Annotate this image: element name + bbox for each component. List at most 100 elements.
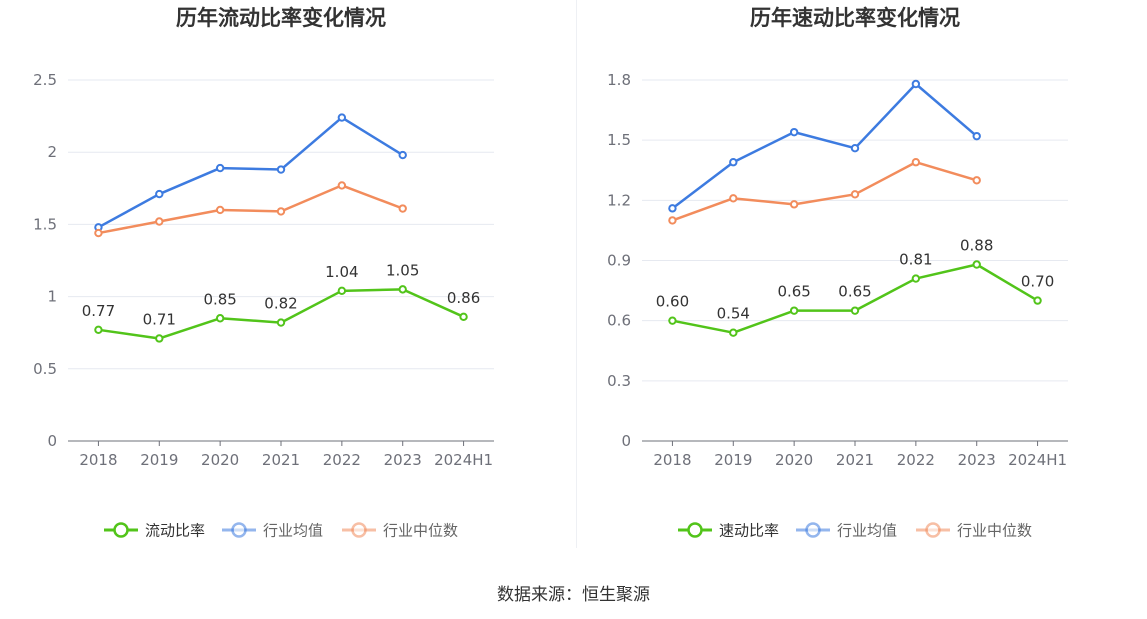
- chart-title: 历年流动比率变化情况: [176, 6, 386, 30]
- data-point: [789, 306, 799, 315]
- data-point: [729, 194, 738, 203]
- chart-current-ratio: 历年流动比率变化情况 0 0.5 1 1.5 2 2.5 2018 2019 2020 2021 20…: [0, 0, 573, 560]
- x-tick-label: 2022: [897, 451, 935, 469]
- data-point: [1033, 296, 1042, 305]
- chart-svg: 历年流动比率变化情况 0 0.5 1 1.5 2 2.5 2018 2019 2020 2021 20…: [33, 6, 494, 540]
- legend-marker: [805, 522, 821, 538]
- y-tick-label: 2.5: [33, 71, 57, 89]
- data-label: 0.77: [82, 302, 115, 320]
- legend-item[interactable]: 行业均值: [222, 522, 323, 540]
- data-point: [729, 328, 738, 337]
- y-tick-label: 0.9: [607, 252, 631, 270]
- data-point: [398, 204, 407, 213]
- series-line: [671, 82, 978, 210]
- legend-item[interactable]: 行业中位数: [342, 522, 458, 540]
- data-point: [398, 150, 407, 160]
- data-point: [850, 143, 860, 153]
- chart-title: 历年速动比率变化情况: [750, 6, 960, 30]
- data-point: [911, 79, 921, 89]
- data-point: [155, 334, 164, 343]
- data-label: 0.82: [264, 295, 297, 313]
- data-label: 0.70: [1021, 273, 1054, 291]
- legend-marker: [351, 522, 367, 538]
- legend-label: 行业均值: [263, 522, 323, 540]
- data-point: [911, 158, 921, 167]
- y-tick-label: 0: [47, 432, 57, 450]
- data-point: [276, 207, 286, 216]
- y-tick-label: 0: [621, 432, 631, 450]
- data-point: [729, 158, 738, 167]
- x-tick-label: 2021: [836, 451, 874, 469]
- legend-label: 行业中位数: [383, 522, 458, 540]
- y-tick-label: 0.6: [607, 312, 631, 330]
- y-tick-label: 1.5: [33, 215, 57, 233]
- data-point: [215, 163, 225, 173]
- data-label: 0.88: [960, 237, 993, 255]
- x-tick-label: 2018: [79, 451, 117, 469]
- data-label: 1.04: [325, 263, 358, 281]
- data-label: 1.05: [386, 261, 419, 279]
- data-label: 0.85: [203, 290, 236, 308]
- data-label: 0.65: [838, 283, 871, 301]
- data-point: [337, 113, 347, 122]
- data-label: 0.60: [656, 293, 689, 311]
- legend-item[interactable]: 速动比率: [678, 522, 779, 540]
- data-point: [972, 176, 981, 185]
- y-tick-label: 1.5: [607, 131, 631, 149]
- data-point: [276, 318, 286, 327]
- data-point: [850, 306, 860, 315]
- legend-label: 速动比率: [719, 522, 779, 540]
- y-tick-label: 2: [47, 143, 57, 161]
- series-line: [672, 160, 978, 222]
- data-source-caption: 数据来源：恒生聚源: [497, 585, 650, 605]
- data-label: 0.81: [899, 251, 932, 269]
- y-tick-label: 1.8: [607, 71, 631, 89]
- legend-item[interactable]: 行业中位数: [916, 522, 1032, 540]
- legend-label: 行业中位数: [957, 522, 1032, 540]
- data-point: [94, 325, 103, 335]
- legend-marker: [925, 522, 941, 538]
- panel-divider: [576, 0, 577, 548]
- data-point: [668, 216, 677, 225]
- x-tick-label: 2023: [384, 451, 422, 469]
- series-line: [97, 116, 404, 229]
- legend-label: 行业均值: [837, 522, 897, 540]
- y-tick-label: 1: [47, 288, 57, 306]
- data-point: [789, 127, 799, 137]
- legend-marker: [231, 522, 247, 538]
- data-label: 0.65: [777, 283, 810, 301]
- data-point: [398, 285, 407, 294]
- chart-quick-ratio: 历年速动比率变化情况 0 0.3 0.6 0.9 1.2 1.5 1.8 2018 2019 202…: [574, 0, 1147, 560]
- x-tick-label: 2022: [323, 451, 361, 469]
- data-point: [337, 181, 347, 190]
- x-tick-label: 2023: [958, 451, 996, 469]
- data-point: [276, 165, 286, 174]
- series-line: [98, 184, 404, 235]
- legend-item[interactable]: 行业均值: [796, 522, 897, 540]
- data-point: [668, 316, 677, 325]
- data-point: [850, 190, 860, 199]
- x-tick-label: 2019: [140, 451, 178, 469]
- data-point: [972, 260, 981, 269]
- data-point: [911, 274, 921, 283]
- data-point: [215, 205, 225, 215]
- y-tick-label: 0.5: [33, 360, 57, 378]
- legend-marker: [113, 522, 129, 538]
- x-tick-label: 2018: [653, 451, 691, 469]
- x-tick-label: 2020: [201, 451, 239, 469]
- x-tick-label: 2021: [262, 451, 300, 469]
- legend-item[interactable]: 流动比率: [104, 522, 205, 540]
- data-point: [94, 228, 103, 238]
- data-point: [668, 204, 677, 213]
- data-point: [972, 131, 981, 141]
- chart-svg: 历年速动比率变化情况 0 0.3 0.6 0.9 1.2 1.5 1.8 2018 2019 202…: [607, 6, 1068, 540]
- data-point: [215, 314, 225, 323]
- data-point: [155, 189, 164, 199]
- data-point: [459, 312, 468, 322]
- legend-marker: [687, 522, 703, 538]
- legend-label: 流动比率: [145, 522, 205, 540]
- data-point: [337, 286, 347, 296]
- y-tick-label: 1.2: [607, 191, 631, 209]
- x-tick-label: 2024H1: [434, 451, 493, 469]
- data-label: 0.86: [447, 289, 480, 307]
